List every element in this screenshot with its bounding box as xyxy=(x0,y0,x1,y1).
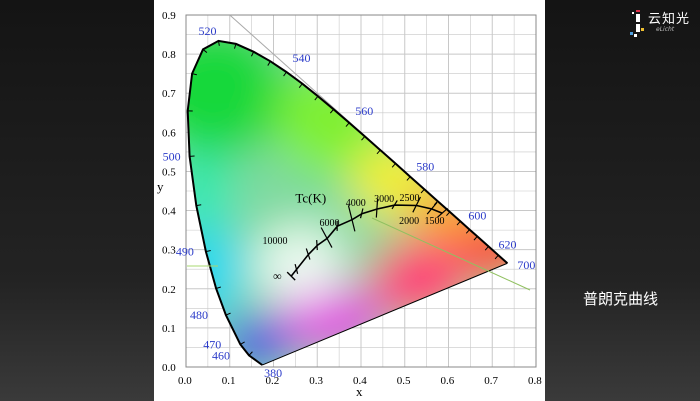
wavelength-label: 380 xyxy=(264,366,282,380)
x-axis-label: x xyxy=(356,384,363,399)
isotherm-line xyxy=(391,200,398,210)
wavelength-label: 480 xyxy=(190,308,208,322)
plot-border xyxy=(185,14,537,368)
y-tick-label: 0.3 xyxy=(162,245,176,257)
infinity-end-mark xyxy=(286,271,296,281)
locus-tick xyxy=(494,254,499,260)
isotherm-line xyxy=(437,207,449,218)
x-tick-label: 0.4 xyxy=(353,375,367,387)
locus-tick xyxy=(473,236,478,241)
tc-label: Tc(K) xyxy=(295,191,326,206)
logo-icon xyxy=(630,10,644,37)
wavelength-label: 620 xyxy=(499,237,517,251)
x-tick-label: 0.7 xyxy=(484,375,498,387)
wavelength-label: 580 xyxy=(416,160,434,174)
brand-logo: 云知光 eLicht xyxy=(628,6,696,50)
purple-line xyxy=(261,262,508,366)
isotherm-label: 6000 xyxy=(319,218,339,229)
planck-curve-label: 普朗克曲线 xyxy=(583,290,659,308)
x-tick-label: 0.2 xyxy=(266,375,280,387)
locus-tick xyxy=(218,40,220,46)
y-tick-label: 0.7 xyxy=(162,88,176,100)
isotherm-label: ∞ xyxy=(273,269,282,283)
locus-tick xyxy=(205,249,211,253)
planck-callout-line xyxy=(371,217,531,291)
locus-tick xyxy=(225,312,231,316)
locus-tick xyxy=(298,83,303,88)
wavelength-label: 490 xyxy=(176,245,194,259)
isotherm-label: 2500 xyxy=(400,193,420,204)
locus-tick xyxy=(465,229,470,234)
locus-tick xyxy=(215,286,221,289)
wavelength-label: 470 xyxy=(203,337,221,351)
y-tick-label: 0.0 xyxy=(162,362,176,374)
locus-tick xyxy=(283,71,287,77)
locus-tick xyxy=(446,211,451,216)
locus-tick xyxy=(420,188,425,194)
locus-tick xyxy=(250,51,255,57)
isotherm-label: 10000 xyxy=(262,236,287,247)
isotherm-line xyxy=(347,205,356,232)
y-tick-label: 0.9 xyxy=(162,10,176,22)
y-tick-label: 0.4 xyxy=(162,206,176,218)
wavelength-label: 540 xyxy=(292,51,310,65)
x-tick-label: 0.6 xyxy=(441,375,455,387)
y-tick-label: 0.6 xyxy=(162,127,176,139)
y-axis-label: y xyxy=(157,179,164,194)
locus-tick xyxy=(196,204,202,207)
locus-tick xyxy=(484,246,489,251)
isotherm-line xyxy=(316,240,318,251)
x-tick-label: 0.1 xyxy=(222,375,236,387)
y-tick-label: 0.1 xyxy=(162,323,176,335)
x-tick-label: 0.3 xyxy=(309,375,323,387)
isotherm-labels: ∞ 10000 6000 4000 3000 2500 2000 1500 xyxy=(262,193,444,283)
wavelength-label: 520 xyxy=(199,24,217,38)
isotherm-line xyxy=(426,202,438,215)
x-tick-label: 0.8 xyxy=(528,375,542,387)
x-tick-label: 0.0 xyxy=(178,375,192,387)
isotherm-label: 2000 xyxy=(399,216,419,227)
locus-tick xyxy=(240,341,245,345)
axis-tick-labels: 0.0 0.1 0.2 0.3 0.4 0.5 0.6 0.7 0.8 0.0 0.1 0.2 0.3 0… xyxy=(162,10,542,387)
isotherm-line xyxy=(412,196,422,213)
locus-tick xyxy=(314,95,319,101)
locus-tick xyxy=(376,149,381,155)
locus-tick xyxy=(345,122,350,127)
wavelength-label: 460 xyxy=(212,348,230,362)
locus-tick xyxy=(267,61,271,66)
locus-tick xyxy=(191,73,198,76)
logo-tagline: eLicht xyxy=(656,26,675,33)
isotherm-line xyxy=(359,208,364,219)
locus-tick xyxy=(391,163,396,168)
locus-tick xyxy=(202,49,208,53)
wavelength-label: 500 xyxy=(163,149,181,163)
spectral-locus-ticks xyxy=(187,40,499,356)
locus-tick xyxy=(248,351,253,356)
logo-brand-text: 云知光 xyxy=(648,12,691,27)
locus-tick xyxy=(329,108,334,114)
spectral-locus-curve xyxy=(186,39,509,366)
isotherm-line xyxy=(320,227,333,248)
y-tick-label: 0.5 xyxy=(162,166,176,178)
locus-tick xyxy=(456,220,461,226)
locus-tick xyxy=(361,136,366,141)
y-tick-label: 0.2 xyxy=(162,284,176,296)
wavelength-label: 560 xyxy=(355,104,373,118)
locus-tick xyxy=(406,176,411,181)
isotherm-label: 3000 xyxy=(374,194,394,205)
isotherm-line xyxy=(294,263,299,274)
isotherm-line xyxy=(375,198,379,218)
isotherm-lines xyxy=(286,196,449,281)
y-tick-label: 0.8 xyxy=(162,49,176,61)
isotherm-label: 4000 xyxy=(346,198,366,209)
isotherm-label: 1500 xyxy=(424,216,444,227)
wavelength-label: 600 xyxy=(468,208,486,222)
x-tick-label: 0.5 xyxy=(397,375,411,387)
isotherm-line xyxy=(305,248,311,260)
wavelength-label: 700 xyxy=(517,258,535,272)
locus-tick xyxy=(234,43,237,49)
